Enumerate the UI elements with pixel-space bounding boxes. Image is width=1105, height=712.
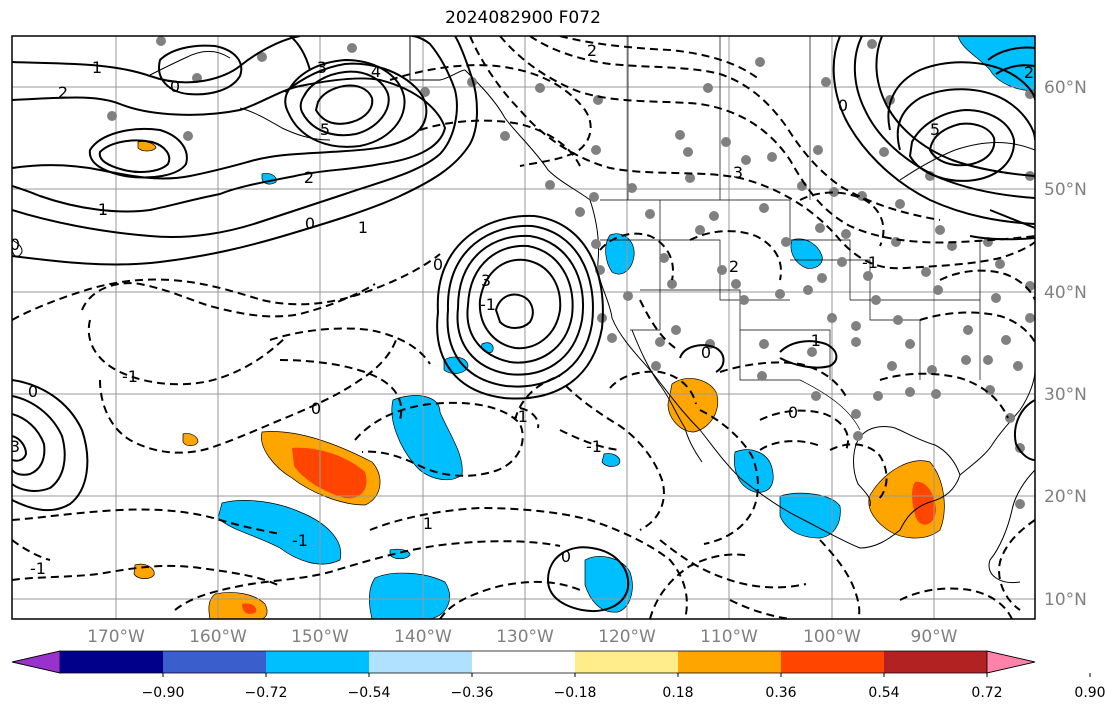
contour-label: 1 (423, 514, 433, 533)
contour-label: 0 (311, 399, 321, 418)
lat-label: 20°N (1044, 487, 1087, 507)
contour-label: 3 (10, 437, 20, 456)
contour-label: 0 (838, 96, 848, 115)
contour-label: -1 (30, 559, 46, 578)
longitude-labels: 170°W 160°W 150°W 140°W 130°W 120°W 110°… (87, 627, 958, 647)
contour-label: 5 (930, 120, 940, 139)
colorbar (11, 650, 1036, 674)
lon-label: 150°W (291, 627, 349, 647)
colorbar-tick-label: 0.90 (1074, 685, 1105, 701)
colorbar-segment (60, 651, 164, 673)
contour-label: -1 (292, 531, 308, 550)
contour-label: -1 (122, 367, 138, 386)
contour-label: 4 (371, 62, 381, 81)
lon-label: 110°W (700, 627, 758, 647)
colorbar-segment (369, 651, 473, 673)
contour-label: -1 (480, 295, 496, 314)
contour-label: 5 (320, 120, 330, 139)
station-dots (107, 36, 1035, 509)
colorbar-tick-label: −0.90 (142, 685, 185, 701)
colorbar-segment (163, 651, 267, 673)
colorbar-segment (884, 651, 988, 673)
contour-label: 3 (317, 58, 327, 77)
contour-label: 0 (561, 547, 571, 566)
contour-label: 2 (587, 41, 597, 60)
colorbar-segment (575, 651, 679, 673)
lon-label: 140°W (394, 627, 452, 647)
contour-labels: 1 2 0 3 4 5 2 1 0 2 0 1 -1 0 3 -1 0 -1 -… (10, 41, 1034, 578)
contour-label: 0 (28, 382, 38, 401)
coastlines (12, 36, 1035, 584)
colorbar-segment (986, 650, 1036, 674)
contour-label: 2 (1024, 63, 1034, 82)
contour-label: 0 (788, 403, 798, 422)
grid-lines (12, 36, 1035, 619)
lat-label: 40°N (1044, 283, 1087, 303)
colorbar-tick-label: 0.54 (868, 685, 899, 701)
colorbar-segment (11, 650, 61, 674)
state-borders (600, 36, 981, 431)
colorbar-tick-label: 0.18 (662, 685, 693, 701)
contour-label: 1 (98, 200, 108, 219)
lon-label: 160°W (189, 627, 247, 647)
colorbar-segment (781, 651, 885, 673)
contour-label: 2 (304, 168, 314, 187)
colorbar-segment (472, 651, 576, 673)
colorbar-tick-label: −0.54 (348, 685, 391, 701)
lat-label: 60°N (1044, 78, 1087, 98)
colorbar-tick-label: −0.72 (245, 685, 288, 701)
contour-label: 1 (358, 218, 368, 237)
contour-label: -1 (586, 437, 602, 456)
lat-label: 50°N (1044, 180, 1087, 200)
contour-label: 3 (733, 163, 743, 182)
contour-label: -1 (512, 407, 528, 426)
colorbar-tick-label: 0.36 (765, 685, 796, 701)
colorbar-tick-label: −0.36 (451, 685, 494, 701)
contour-label: -1 (862, 253, 878, 272)
lon-label: 120°W (598, 627, 656, 647)
map-title: 2024082900 F072 (445, 8, 601, 28)
colorbar-outline (11, 650, 1036, 674)
lon-label: 100°W (803, 627, 861, 647)
contour-label: 0 (10, 235, 20, 254)
colorbar-tick-label: −0.18 (554, 685, 597, 701)
contour-label: 1 (92, 58, 102, 77)
latitude-labels: 60°N 50°N 40°N 30°N 20°N 10°N (1044, 78, 1087, 610)
colorbar-segment (678, 651, 782, 673)
contour-label: 2 (58, 83, 68, 102)
contour-label: -1 (805, 331, 821, 350)
dashed-contours (12, 36, 1035, 619)
colorbar-ticks: −0.90 −0.72 −0.54 −0.36 −0.18 0.18 0.36 0.54 0.7… (142, 673, 1105, 701)
contour-label: 0 (170, 77, 180, 96)
lon-label: 130°W (496, 627, 554, 647)
map-frame (11, 35, 1036, 620)
lat-label: 30°N (1044, 385, 1087, 405)
contour-label: 3 (481, 271, 491, 290)
contour-label: 2 (729, 257, 739, 276)
solid-contours (12, 36, 1035, 612)
lat-label: 10°N (1044, 590, 1087, 610)
contour-label: 0 (701, 343, 711, 362)
contour-label: 0 (433, 255, 443, 274)
lon-label: 170°W (87, 627, 145, 647)
lon-label: 90°W (911, 627, 958, 647)
colorbar-segment (266, 651, 370, 673)
contour-label: 0 (305, 214, 315, 233)
colorbar-tick-label: 0.72 (971, 685, 1002, 701)
